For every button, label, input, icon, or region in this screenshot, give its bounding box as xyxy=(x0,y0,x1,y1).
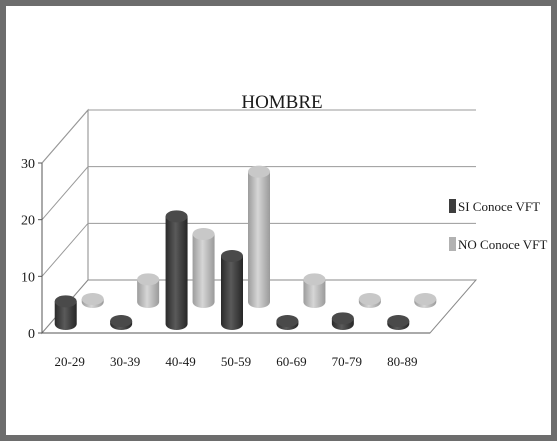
bar-no-50-59-top xyxy=(248,165,270,178)
bar-si-60-69 xyxy=(276,315,299,330)
bar-si-20-29-top xyxy=(54,295,77,308)
bar-no-20-29 xyxy=(81,293,104,308)
bar-si-60-69-top xyxy=(276,315,299,327)
y-tick-label: 10 xyxy=(21,270,35,285)
y-tick-label: 0 xyxy=(28,327,35,342)
bar-no-30-39 xyxy=(137,273,160,308)
x-tick-label: 80-89 xyxy=(387,354,417,369)
gridline xyxy=(41,109,476,164)
chart-title: HOMBRE xyxy=(241,92,322,113)
bar-no-50-59-body xyxy=(248,171,270,308)
bar-si-70-79-top xyxy=(331,312,354,325)
bar-no-60-69-body xyxy=(303,279,326,308)
bar-si-50-59 xyxy=(221,250,243,330)
bar-no-70-79 xyxy=(358,293,381,308)
bar-no-70-79-top xyxy=(358,293,381,305)
legend-swatch-no xyxy=(449,237,456,251)
bar-si-50-59-body xyxy=(221,256,243,330)
bar-si-20-29-body xyxy=(54,301,77,330)
bar-si-40-49-top xyxy=(165,210,188,223)
bar-no-60-69 xyxy=(303,273,326,308)
gridline xyxy=(41,222,476,277)
y-tick-label: 30 xyxy=(21,157,35,172)
bar-si-70-79 xyxy=(331,312,354,330)
bar-si-20-29 xyxy=(54,295,77,330)
bar-no-40-49 xyxy=(192,228,215,308)
bar-si-30-39 xyxy=(110,315,133,330)
bar-no-40-49-body xyxy=(192,234,215,308)
bar-si-80-89-top xyxy=(387,315,410,327)
bar-si-50-59-top xyxy=(221,250,243,262)
bar-no-50-59 xyxy=(248,165,270,308)
x-tick-label: 30-39 xyxy=(110,354,140,369)
bar-no-80-89-top xyxy=(414,293,437,305)
gridline xyxy=(41,166,476,220)
legend-label-si: SI Conoce VFT xyxy=(458,199,540,214)
bar-no-30-39-body xyxy=(137,279,160,308)
bar-no-80-89 xyxy=(414,293,437,308)
series-si-conoce-bars xyxy=(54,210,410,330)
x-axis-categories: 20-29 30-39 40-49 50-59 60-69 70-79 80-89 xyxy=(55,354,418,369)
bar-no-20-29-top xyxy=(81,293,104,305)
legend: SI Conoce VFT NO Conoce VFT xyxy=(449,199,547,252)
x-tick-label: 40-49 xyxy=(165,354,195,369)
x-tick-label: 70-79 xyxy=(332,354,362,369)
legend-swatch-si xyxy=(449,199,456,213)
x-tick-label: 60-69 xyxy=(276,354,306,369)
legend-label-no: NO Conoce VFT xyxy=(458,237,547,252)
series-no-conoce-bars xyxy=(81,165,437,308)
bar-si-40-49-body xyxy=(165,216,188,330)
bar-no-30-39-top xyxy=(137,273,160,286)
x-tick-label: 20-29 xyxy=(55,354,85,369)
bar-si-30-39-top xyxy=(110,315,133,327)
bar-no-40-49-top xyxy=(192,228,215,240)
x-tick-label: 50-59 xyxy=(221,354,251,369)
y-axis-ticks: 0 10 20 30 xyxy=(21,157,430,342)
bar-si-40-49 xyxy=(165,210,188,330)
bar-no-60-69-top xyxy=(303,273,326,286)
y-tick-label: 20 xyxy=(21,214,35,229)
bar-si-80-89 xyxy=(387,315,410,330)
gridlines xyxy=(41,109,476,277)
